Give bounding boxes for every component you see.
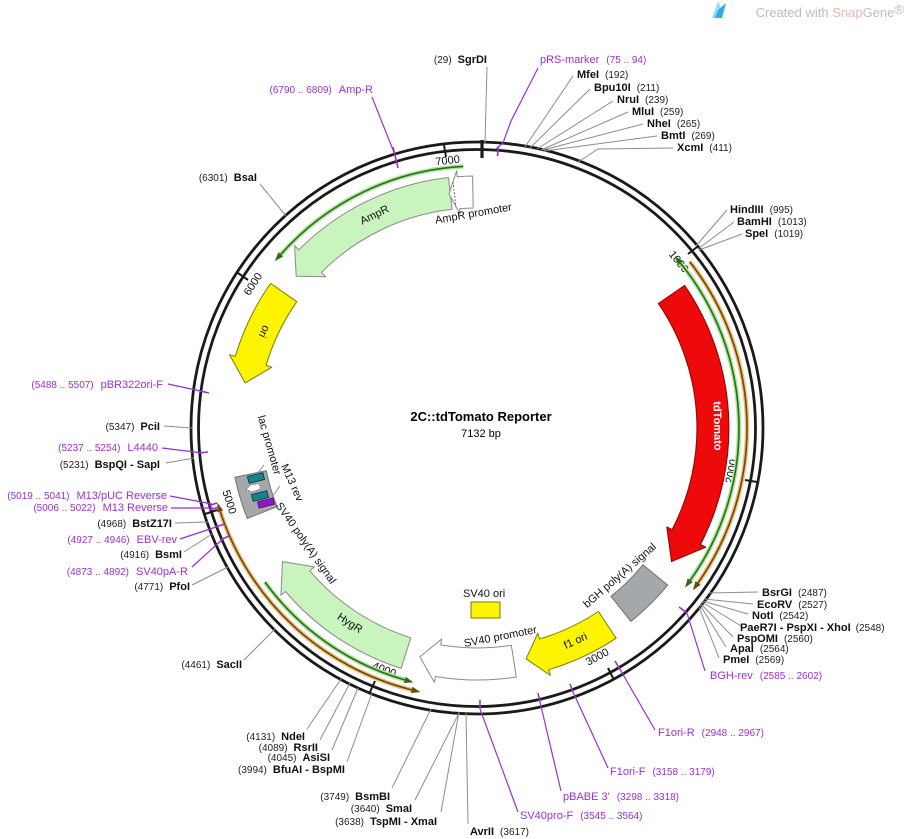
plasmid-title: 2C::tdTomato Reporter (410, 409, 551, 424)
site-label-hindiii: HindIII (995) (730, 204, 793, 216)
site-label-bpu10i: Bpu10I (211) (594, 82, 659, 94)
primer-labels: pRS-marker (75 .. 94) BGH-rev (2585 .. 260… (7, 54, 822, 822)
orf-arc-orange-tdtomato (689, 261, 748, 584)
site-label-rsrii: (4089) RsrII (259, 742, 318, 754)
promoter-arrow-icon (245, 483, 261, 493)
site-label-asisi: (4045) AsiSI (268, 752, 330, 764)
site-label-xcmi: XcmI (411) (677, 142, 732, 154)
watermark-text: Created with SnapGene® (756, 2, 905, 20)
primer-label-f1ori-f: F1ori-F (3158 .. 3179) (610, 766, 715, 778)
site-label-tspmi-xmai: (3638) TspMI - XmaI (335, 816, 437, 828)
primer-label-ebv-rev: (4927 .. 4946) EBV-rev (67, 534, 177, 546)
orf-arc-orange-hygr (219, 511, 412, 691)
primer-label-bgh-rev: BGH-rev (2585 .. 2602) (710, 670, 822, 682)
arrowhead-icon (692, 581, 701, 591)
feature-tdtomato[interactable] (657, 284, 730, 563)
primer-label-m13-reverse: (5006 .. 5022) M13 Reverse (33, 502, 168, 514)
primer-label-pbr322ori-f: (5488 .. 5507) pBR322ori-F (31, 379, 163, 391)
site-label-bspqi-sapi: (5231) BspQI - SapI (60, 459, 160, 471)
site-label-pcii: (5347) PciI (106, 421, 160, 433)
primer-label-sv40pa-r: (4873 .. 4892) SV40pA-R (67, 566, 188, 578)
primer-label-amp-r: (6790 .. 6809) Amp-R (270, 84, 374, 96)
site-label-pspomi: PspOMI (2560) (737, 633, 813, 645)
snapgene-watermark: Created with SnapGene® (712, 1, 904, 20)
feature-lac-promoter[interactable] (245, 472, 270, 502)
feature-bgh-polya-signal[interactable] (610, 564, 669, 622)
orf-arc-green-tdtomato (679, 262, 740, 581)
feature-sv40-ori[interactable] (470, 601, 501, 619)
site-label-bsai: (6301) BsaI (199, 172, 257, 184)
site-label-noti: NotI (2542) (752, 610, 808, 622)
site-label-nrui: NruI (239) (617, 94, 668, 106)
site-leader-lines (163, 66, 759, 825)
site-label-apai: ApaI (2564) (730, 643, 789, 655)
site-label-ecorv: EcoRV (2527) (757, 599, 827, 611)
snapgene-logo-icon (715, 3, 726, 18)
primer-label-prs-marker: pRS-marker (75 .. 94) (540, 54, 646, 66)
feature-f1-ori[interactable] (525, 611, 617, 676)
feature-ampr[interactable] (294, 177, 453, 278)
site-label-bsmi: (4916) BsmI (120, 549, 182, 561)
site-labels: (29) SgrDI MfeI (192) Bpu10I (211) NruI (239… (60, 54, 885, 838)
arrowhead-icon (217, 502, 224, 513)
site-label-spei: SpeI (1019) (745, 228, 803, 240)
site-label-nhei: NheI (265) (647, 118, 700, 130)
site-label-paer7i-pspxi-xhoi: PaeR7I - PspXI - XhoI (2548) (740, 622, 885, 634)
site-label-smai: (3640) SmaI (351, 803, 412, 815)
feature-boundary-dotted (452, 181, 457, 208)
site-label-sacii: (4461) SacII (181, 659, 242, 671)
site-label-pmei: PmeI (2569) (723, 654, 784, 666)
snapgene-logo-icon (712, 1, 721, 18)
feature-label-sv40-promoter: SV40 promoter (463, 624, 538, 650)
feature-hygr[interactable] (280, 561, 412, 669)
site-label-mlui: MluI (259) (632, 106, 683, 118)
tick-label-7000: 7000 (435, 154, 461, 169)
primer-label-l4440: (5237 .. 5254) L4440 (58, 442, 158, 454)
orf-arcs (217, 164, 750, 693)
site-label-bstz17i: (4968) BstZ17I (97, 518, 172, 530)
site-label-bsrgi: BsrGI (2487) (762, 587, 827, 599)
primer-label-pbabe-3: pBABE 3' (3298 .. 3318) (563, 791, 679, 803)
feature-ori[interactable] (229, 282, 298, 384)
site-label-avrii: AvrII (3617) (470, 826, 529, 838)
arrowhead-icon (674, 256, 684, 266)
arrowhead-icon (274, 252, 284, 262)
arrowhead-icon (685, 578, 693, 588)
site-label-pfoi: (4771) PfoI (134, 581, 190, 593)
backbone-inner-ring (197, 148, 757, 708)
feature-sv40-promoter[interactable] (419, 638, 517, 683)
site-label-bfuai-bspmi: (3994) BfuAI - BspMI (238, 764, 345, 776)
primer-label-sv40pro-f: SV40pro-F (3545 .. 3564) (520, 810, 642, 822)
orf-arc-green-ampr (280, 165, 464, 255)
primer-label-f1ori-r: F1ori-R (2948 .. 2967) (658, 727, 764, 739)
feature-m13-rev[interactable] (257, 497, 275, 509)
arrowhead-icon (410, 686, 421, 693)
site-label-bsmbi: (3749) BsmBI (320, 791, 390, 803)
site-label-bmti: BmtI (269) (661, 130, 715, 142)
primer-label-m13-puc-reverse: (5019 .. 5041) M13/pUC Reverse (7, 490, 167, 502)
feature-label-tdtomato: tdTomato (711, 401, 724, 451)
orf-arc-green-hygr (264, 581, 406, 681)
site-label-mfei: MfeI (192) (577, 69, 628, 81)
feature-label-ori: ori (256, 323, 272, 339)
primer-marks (161, 67, 706, 813)
site-label-ndei: (4131) NdeI (246, 731, 305, 743)
feature-label-sv40-ori: SV40 ori (463, 588, 505, 600)
plasmid-length: 7132 bp (461, 428, 501, 440)
site-label-bamhi: BamHI (1013) (737, 216, 807, 228)
site-label-sgrdi: (29) SgrDI (434, 54, 487, 66)
arrowhead-icon (403, 676, 414, 683)
feature-label-m13-rev: M13 rev (278, 462, 305, 504)
